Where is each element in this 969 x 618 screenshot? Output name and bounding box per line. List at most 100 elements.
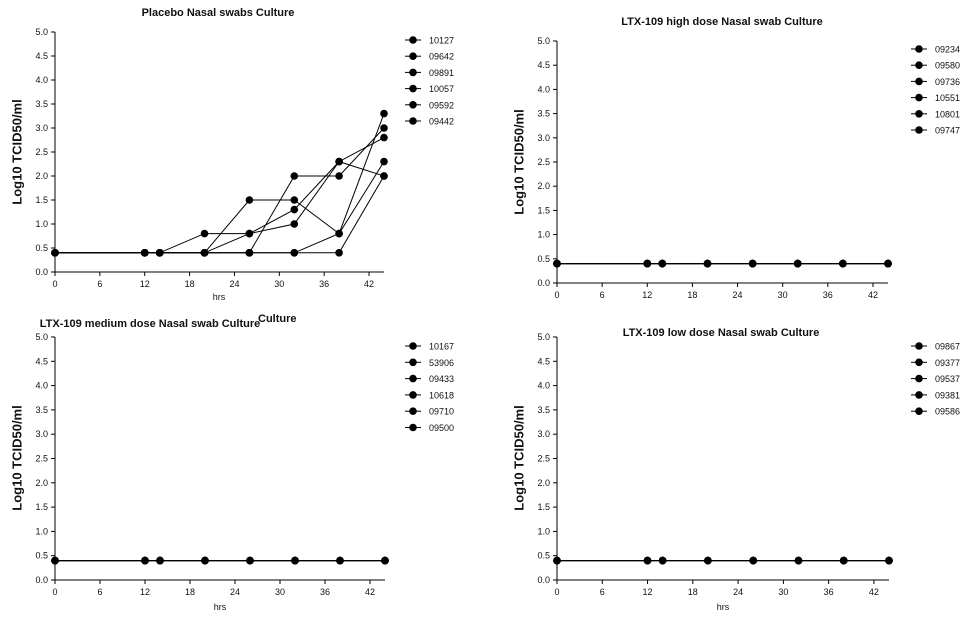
- low-dose-legend-marker: [915, 391, 923, 399]
- placebo-legend-label: 09891: [429, 68, 454, 78]
- high-dose-legend-marker: [915, 45, 923, 53]
- medium-dose-x-tick-label: 42: [365, 587, 375, 597]
- low-dose-legend-label: 09381: [935, 390, 960, 400]
- placebo-y-tick-label: 3.0: [35, 123, 48, 133]
- placebo-data-point: [290, 249, 299, 257]
- placebo-data-point: [380, 133, 388, 142]
- high-dose-x-tick-label: 42: [868, 290, 878, 300]
- low-dose-y-tick-label: 3.0: [537, 429, 550, 439]
- placebo-legend-marker: [409, 101, 417, 109]
- medium-dose-data-point: [291, 556, 299, 565]
- high-dose-y-tick-label: 3.0: [537, 133, 550, 143]
- high-dose-data-point: [643, 259, 652, 268]
- placebo-x-tick-label: 30: [274, 279, 284, 289]
- placebo-x-tick-label: 36: [319, 279, 329, 289]
- medium-dose-data-point: [381, 556, 389, 565]
- placebo-data-point: [245, 196, 254, 204]
- high-dose-x-tick-label: 18: [687, 290, 697, 300]
- placebo-legend-label: 09442: [429, 117, 454, 127]
- placebo-data-point: [245, 229, 254, 238]
- high-dose-legend-marker: [915, 126, 923, 134]
- medium-dose-legend-marker: [409, 358, 417, 367]
- high-dose-y-axis-label: Log10 TCID50/ml: [511, 109, 526, 214]
- low-dose-y-tick-label: 2.5: [537, 454, 550, 464]
- high-dose-data-point: [839, 259, 847, 268]
- medium-dose-y-tick-label: 2.0: [35, 478, 48, 488]
- low-dose-chart-panel: LTX-109 low dose Nasal swab Culture Log10…: [511, 327, 960, 612]
- medium-dose-x-tick-label: 30: [275, 587, 285, 597]
- placebo-chart-title: Placebo Nasal swabs Culture: [142, 7, 295, 19]
- placebo-y-tick-label: 1.0: [35, 219, 48, 229]
- high-dose-y-tick-label: 0.0: [537, 278, 550, 288]
- high-dose-x-tick-label: 12: [642, 290, 652, 300]
- medium-dose-y-tick-label: 0.0: [35, 575, 48, 585]
- placebo-y-tick-label: 4.5: [35, 51, 48, 61]
- low-dose-legend-label: 09586: [935, 407, 960, 417]
- medium-dose-legend-label: 10618: [429, 390, 454, 400]
- placebo-x-tick-label: 12: [140, 279, 150, 289]
- medium-dose-y-tick-label: 1.0: [35, 526, 48, 536]
- high-dose-x-tick-label: 0: [554, 290, 559, 300]
- placebo-x-axis-label: hrs: [213, 292, 226, 302]
- low-dose-y-tick-label: 2.0: [537, 478, 550, 488]
- placebo-data-point: [290, 196, 299, 204]
- low-dose-x-tick-label: 0: [554, 587, 559, 597]
- placebo-y-tick-label: 1.5: [35, 195, 48, 205]
- placebo-data-point: [335, 249, 343, 257]
- low-dose-y-axis-label: Log10 TCID50/ml: [511, 405, 526, 510]
- high-dose-chart-title: LTX-109 high dose Nasal swab Culture: [621, 16, 823, 28]
- high-dose-x-tick-label: 30: [778, 290, 788, 300]
- medium-dose-legend-marker: [409, 342, 417, 350]
- high-dose-x-tick-label: 24: [733, 290, 743, 300]
- low-dose-data-point: [794, 556, 803, 565]
- placebo-data-point: [335, 157, 343, 166]
- medium-dose-legend-label: 53906: [429, 358, 454, 368]
- low-dose-legend-label: 09867: [935, 342, 960, 352]
- medium-dose-legend-marker: [409, 407, 417, 416]
- placebo-data-point: [290, 205, 299, 214]
- medium-dose-y-axis-label: Log10 TCID50/ml: [9, 405, 24, 510]
- medium-dose-data-point: [336, 556, 344, 565]
- medium-dose-y-tick-label: 3.0: [35, 429, 48, 439]
- high-dose-y-tick-label: 1.0: [537, 230, 550, 240]
- high-dose-x-tick-label: 6: [600, 290, 605, 300]
- placebo-data-point: [380, 157, 388, 166]
- placebo-legend-marker: [409, 84, 417, 93]
- medium-dose-x-tick-label: 18: [185, 587, 195, 597]
- low-dose-legend-marker: [915, 342, 923, 350]
- low-dose-y-tick-label: 0.5: [537, 551, 550, 561]
- medium-dose-legend-marker: [409, 374, 417, 383]
- medium-dose-y-tick-label: 1.5: [35, 502, 48, 512]
- medium-dose-y-tick-label: 3.5: [35, 405, 48, 415]
- medium-dose-y-tick-label: 4.5: [35, 356, 48, 366]
- low-dose-x-tick-label: 30: [778, 587, 788, 597]
- high-dose-legend-label: 09580: [935, 61, 960, 71]
- placebo-legend-label: 10057: [429, 84, 454, 94]
- medium-dose-legend-label: 09710: [429, 407, 454, 417]
- low-dose-data-point: [553, 556, 561, 565]
- low-dose-y-tick-label: 5.0: [537, 332, 550, 342]
- medium-dose-data-point: [141, 556, 149, 565]
- high-dose-data-point: [553, 259, 561, 268]
- placebo-legend-label: 10127: [429, 36, 454, 46]
- high-dose-y-tick-label: 3.5: [537, 109, 550, 119]
- medium-dose-chart-title: LTX-109 medium dose Nasal swab Culture: [40, 318, 260, 330]
- low-dose-x-tick-label: 18: [688, 587, 698, 597]
- low-dose-x-tick-label: 42: [869, 587, 879, 597]
- high-dose-legend-label: 09234: [935, 45, 960, 55]
- high-dose-data-point: [748, 259, 757, 268]
- high-dose-legend-label: 09747: [935, 126, 960, 136]
- placebo-data-point: [200, 249, 209, 257]
- placebo-y-tick-label: 3.5: [35, 99, 48, 109]
- placebo-data-point: [51, 249, 59, 257]
- medium-dose-x-tick-label: 36: [320, 587, 330, 597]
- medium-dose-legend-label: 09500: [429, 423, 454, 433]
- low-dose-data-point: [749, 556, 757, 565]
- medium-dose-y-tick-label: 5.0: [35, 332, 48, 342]
- placebo-y-tick-label: 5.0: [35, 27, 48, 37]
- low-dose-x-tick-label: 36: [824, 587, 834, 597]
- placebo-legend-marker: [409, 117, 417, 125]
- placebo-y-tick-label: 0.5: [35, 243, 48, 253]
- medium-dose-data-point: [246, 556, 254, 565]
